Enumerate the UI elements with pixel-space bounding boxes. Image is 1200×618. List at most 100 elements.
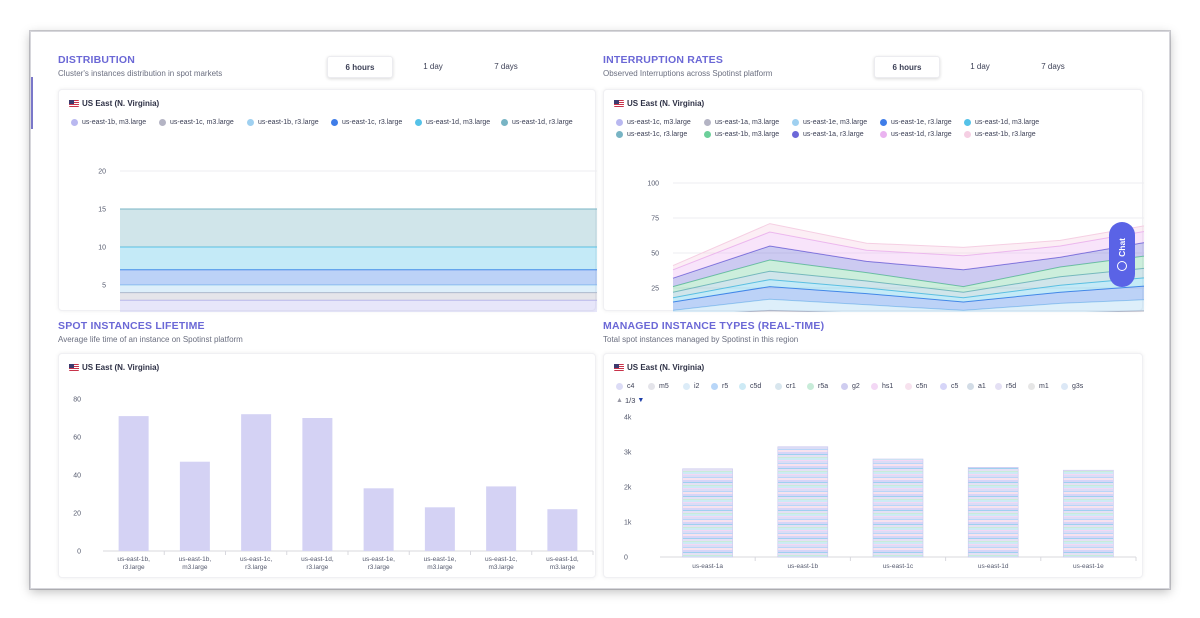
area-us-east-1d-r3-large [120, 209, 597, 247]
stacked-bar[interactable] [872, 458, 924, 558]
y-tick-label: 25 [651, 286, 659, 293]
area-us-east-1b-m3-large [120, 300, 597, 312]
legend-item-cr1[interactable]: cr1 [775, 383, 796, 390]
region-label: US East (N. Virginia) [627, 99, 705, 108]
distribution-tab-7-days[interactable]: 7 days [494, 62, 518, 71]
x-tick-label: m3.large [427, 564, 453, 571]
pager-label: 1/3 [624, 396, 636, 405]
bar[interactable] [486, 486, 517, 551]
legend-item-c5[interactable]: c5 [940, 383, 958, 390]
legend-item-us-east-1c-m3-large[interactable]: us-east-1c, m3.large [616, 119, 691, 126]
interruption-chart: 025507510011:0012:0013:0014:0015:0016:00 [647, 181, 1144, 312]
y-tick-label: 0 [624, 555, 628, 562]
legend-item-hs1[interactable]: hs1 [871, 383, 893, 390]
us-flag-icon [69, 364, 79, 371]
interruption-time-tabs: 6 hours 1 day 7 days [874, 56, 1086, 78]
distribution-time-tabs: 6 hours 1 day 7 days [327, 56, 539, 78]
legend-item-us-east-1a-m3-large[interactable]: us-east-1a, m3.large [704, 119, 779, 126]
lifetime-region: US East (N. Virginia) [69, 363, 159, 372]
bar[interactable] [547, 509, 578, 551]
legend-label: us-east-1c, m3.large [627, 119, 691, 126]
bar[interactable] [302, 418, 333, 551]
region-label: US East (N. Virginia) [82, 99, 160, 108]
stacked-bar[interactable] [777, 446, 829, 558]
legend-item-us-east-1e-m3-large[interactable]: us-east-1e, m3.large [792, 119, 867, 126]
legend-label: m5 [659, 383, 669, 390]
legend-label: c5 [951, 383, 959, 390]
legend-item-us-east-1b-r3-large[interactable]: us-east-1b, r3.large [964, 131, 1036, 138]
legend-item-r5[interactable]: r5 [711, 383, 728, 390]
legend-label: us-east-1d, m3.large [426, 119, 491, 126]
legend-pager: ▲ 1/3 ▼ [616, 396, 644, 405]
legend-label: us-east-1e, r3.large [891, 119, 952, 126]
legend-item-us-east-1b-m3-large[interactable]: us-east-1b, m3.large [704, 131, 779, 138]
managed-chart: 0 1k 2k 3k 4k us-east-1a us-east-1b us-east-1c u… [624, 415, 1137, 570]
y-tick-label: 40 [73, 473, 81, 480]
interruption-tab-7-days[interactable]: 7 days [1041, 62, 1065, 71]
distribution-card: US East (N. Virginia) us-east-1b, m3.lar… [58, 89, 597, 312]
legend-item-c5d[interactable]: c5d [739, 383, 761, 390]
legend-item-us-east-1d-r3-large[interactable]: us-east-1d, r3.large [880, 131, 952, 138]
chat-button[interactable]: Chat [1109, 222, 1135, 287]
legend-item-us-east-1e-r3-large[interactable]: us-east-1e, r3.large [880, 119, 952, 126]
x-tick-label: us-east-1e [1073, 563, 1104, 570]
pager-next-icon[interactable]: ▼ [637, 397, 645, 404]
legend-item-us-east-1b-r3-large[interactable]: us-east-1b, r3.large [247, 119, 319, 126]
legend-swatch [880, 119, 887, 126]
line-us-east-1a-r3-large [672, 242, 1144, 279]
stacked-bar[interactable] [967, 467, 1019, 558]
area-us-east-1b-m3-large [673, 256, 1144, 293]
legend-swatch [967, 383, 974, 390]
chat-label: Chat [1117, 238, 1127, 257]
legend-label: us-east-1a, m3.large [715, 119, 780, 126]
y-tick-label: 0 [77, 549, 81, 556]
managed-card: US East (N. Virginia) c4 m5 i2 r5 c5d cr1 r5a g… [603, 353, 1143, 578]
legend-item-m5[interactable]: m5 [648, 383, 669, 390]
legend-item-a1[interactable]: a1 [967, 383, 986, 390]
area-us-east-1b-r3-large [673, 223, 1144, 270]
legend-label: r5 [722, 383, 729, 390]
legend-label: cr1 [786, 383, 796, 390]
legend-item-us-east-1d-m3-large[interactable]: us-east-1d, m3.large [415, 119, 490, 126]
us-flag-icon [614, 364, 624, 371]
legend-item-g3s[interactable]: g3s [1061, 383, 1083, 390]
y-tick-label: 75 [651, 216, 659, 223]
legend-item-g2[interactable]: g2 [841, 383, 860, 390]
legend-item-us-east-1c-r3-large[interactable]: us-east-1c, r3.large [616, 131, 687, 138]
legend-swatch [792, 131, 799, 138]
legend-item-us-east-1d-m3-large[interactable]: us-east-1d, m3.large [964, 119, 1039, 126]
x-tick-label: us-east-1c, [240, 556, 272, 563]
x-tick-label: r3.large [306, 564, 328, 571]
legend-label: c4 [627, 383, 635, 390]
legend-item-us-east-1b-m3-large[interactable]: us-east-1b, m3.large [71, 119, 146, 126]
legend-swatch [871, 383, 878, 390]
legend-item-us-east-1c-m3-large[interactable]: us-east-1c, m3.large [159, 119, 234, 126]
bar[interactable] [241, 414, 272, 551]
legend-item-m1[interactable]: m1 [1028, 383, 1049, 390]
bar[interactable] [118, 416, 149, 551]
legend-item-i2[interactable]: i2 [683, 383, 699, 390]
legend-label: r5d [1006, 383, 1017, 390]
distribution-legend: us-east-1b, m3.large us-east-1c, m3.large… [71, 119, 591, 131]
interruption-tab-6-hours[interactable]: 6 hours [874, 56, 940, 78]
legend-swatch [648, 383, 655, 390]
area-us-east-1d-m3-large [673, 277, 1144, 302]
x-tick-label: us-east-1a [692, 563, 723, 570]
legend-item-us-east-1a-r3-large[interactable]: us-east-1a, r3.large [792, 131, 864, 138]
legend-item-c5n[interactable]: c5n [905, 383, 927, 390]
bar[interactable] [363, 488, 394, 551]
pager-prev-icon[interactable]: ▲ [616, 397, 623, 404]
stacked-bar[interactable] [682, 468, 733, 558]
legend-item-us-east-1d-r3-large[interactable]: us-east-1d, r3.large [501, 119, 573, 126]
distribution-tab-1-day[interactable]: 1 day [423, 62, 443, 71]
distribution-tab-6-hours[interactable]: 6 hours [327, 56, 393, 78]
legend-item-r5a[interactable]: r5a [807, 383, 828, 390]
legend-item-c4[interactable]: c4 [616, 383, 634, 390]
bar[interactable] [424, 507, 455, 551]
stacked-bar[interactable] [1063, 469, 1114, 558]
region-label: US East (N. Virginia) [82, 363, 160, 372]
bar[interactable] [179, 461, 210, 551]
interruption-tab-1-day[interactable]: 1 day [970, 62, 990, 71]
legend-item-us-east-1c-r3-large[interactable]: us-east-1c, r3.large [331, 119, 402, 126]
legend-item-r5d[interactable]: r5d [995, 383, 1016, 390]
